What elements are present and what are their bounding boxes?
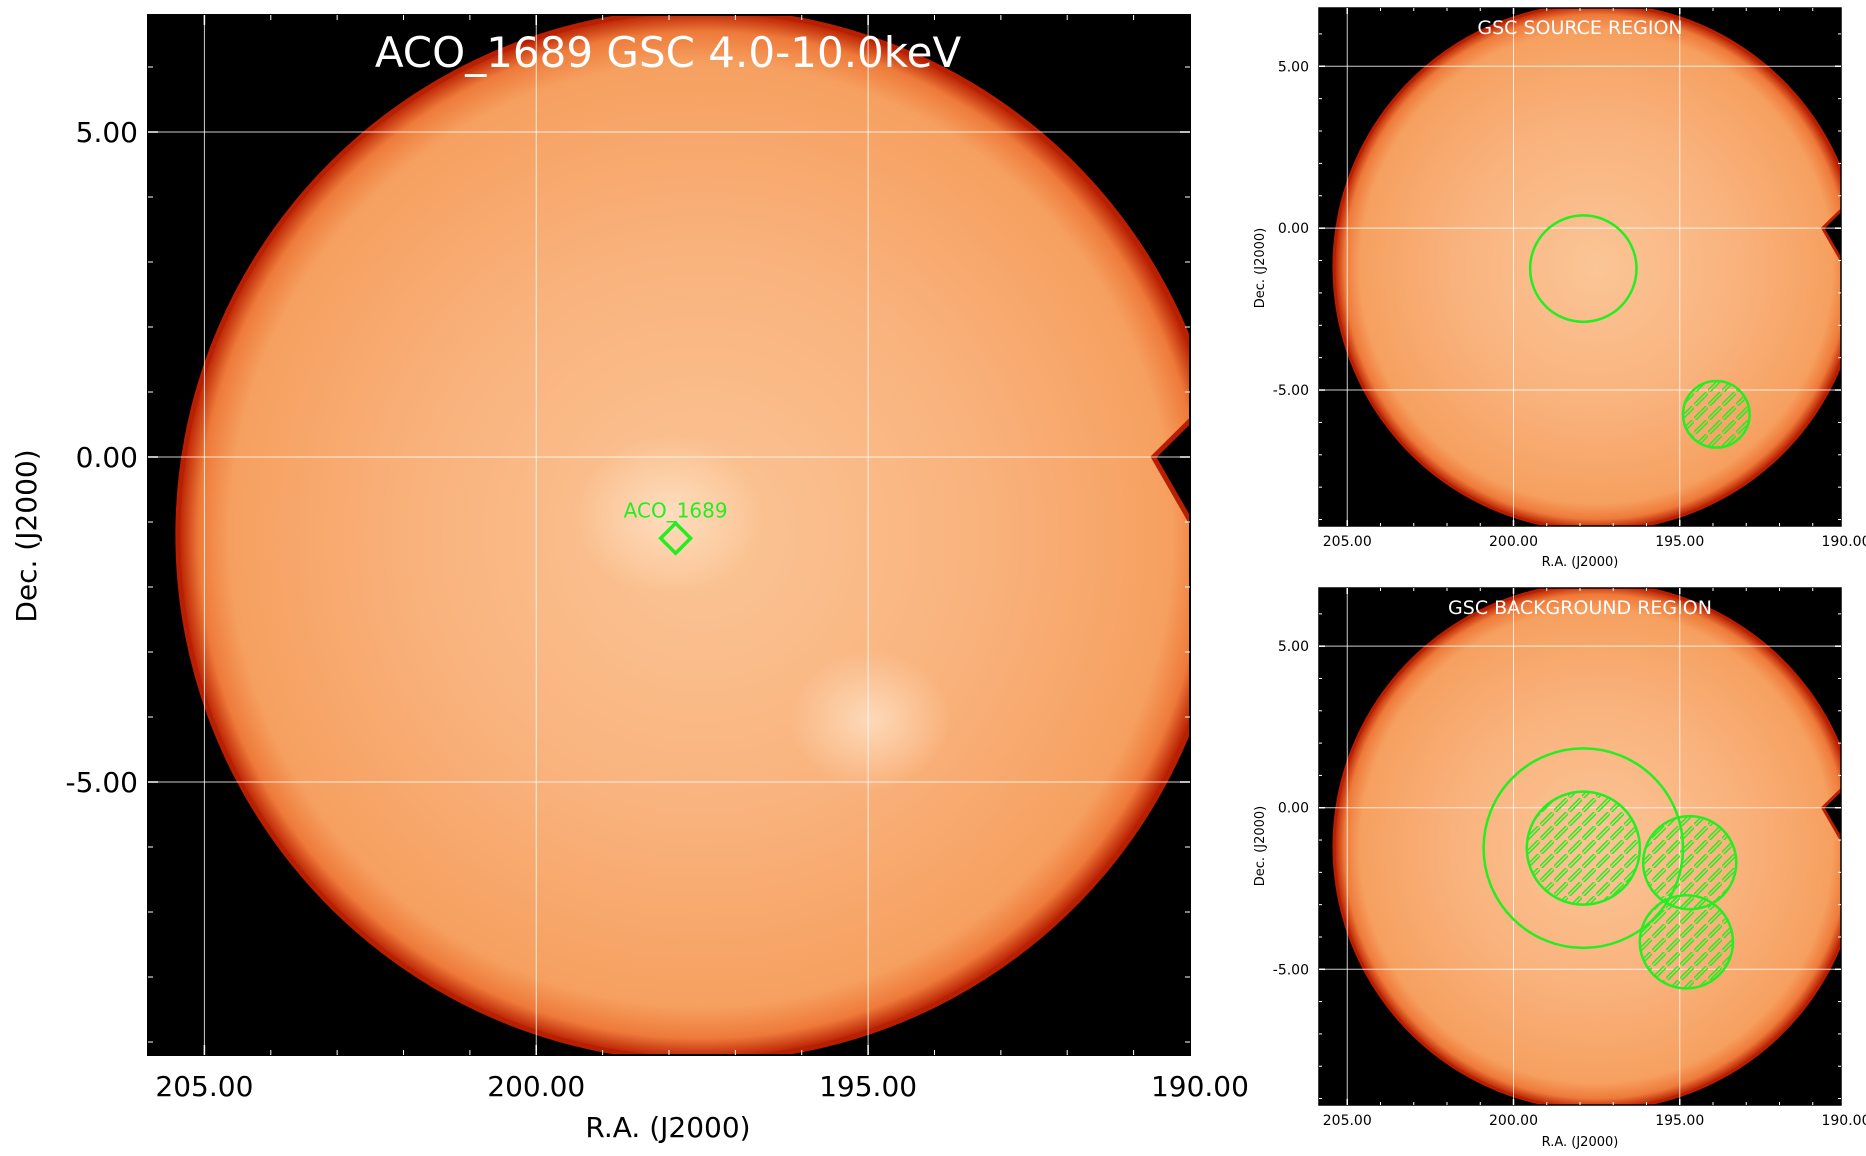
main-grid [148,15,1190,1055]
source-region-panel: GSC SOURCE REGION 205.00 200.00 195.00 1… [1253,7,1866,570]
source-x-axis-label: R.A. (J2000) [1542,555,1619,570]
background-ticks [1319,588,1847,1105]
source-grid [1319,8,1841,526]
source-image [1319,8,1841,526]
source-fov-disc [1332,8,1841,526]
background-xtick-label: 195.00 [1655,1113,1704,1129]
main-xtick-label: 195.00 [819,1070,917,1103]
main-y-axis-label: Dec. (J2000) [10,449,43,622]
background-regions [1482,747,1738,990]
source-x-tick-labels: 205.00 200.00 195.00 190.00 [1323,534,1866,550]
main-x-axis-label: R.A. (J2000) [585,1111,750,1144]
main-ytick-label: 5.00 [76,116,138,149]
main-y-tick-labels: 5.00 0.00 -5.00 [66,116,138,799]
background-y-tick-labels: 5.00 0.00 -5.00 [1273,639,1309,978]
exclude-region-circle [1525,790,1642,906]
main-cluster-glow [573,435,763,595]
main-secondary-glow [790,650,950,790]
background-x-axis-label: R.A. (J2000) [1542,1135,1619,1150]
main-xtick-label: 200.00 [487,1070,585,1103]
background-xtick-label: 190.00 [1821,1113,1866,1129]
source-regions [1528,214,1751,449]
background-x-tick-labels: 205.00 200.00 195.00 190.00 [1323,1113,1866,1129]
main-panel: ACO_1689 GSC 4.0-10.0keV ACO_1689 205.00… [10,14,1249,1144]
main-xtick-label: 190.00 [1151,1070,1249,1103]
diamond-marker-icon [658,520,694,556]
background-region-panel: GSC BACKGROUND REGION 205.00 200.00 195.… [1253,587,1866,1150]
source-title: GSC SOURCE REGION [1477,17,1682,39]
source-xtick-label: 205.00 [1323,534,1372,550]
background-ytick-label: 0.00 [1278,801,1309,817]
source-y-tick-labels: 5.00 0.00 -5.00 [1273,59,1309,399]
source-ytick-label: -5.00 [1273,383,1309,399]
main-image [148,15,1190,1055]
main-ticks [148,15,1201,1055]
source-y-axis-label: Dec. (J2000) [1253,228,1268,308]
main-x-tick-labels: 205.00 200.00 195.00 190.00 [155,1070,1249,1103]
main-xtick-label: 205.00 [155,1070,253,1103]
main-ytick-label: -5.00 [66,766,138,799]
background-xtick-label: 200.00 [1489,1113,1538,1129]
background-title: GSC BACKGROUND REGION [1448,597,1712,619]
source-ticks [1319,8,1847,526]
source-xtick-label: 190.00 [1821,534,1866,550]
source-xtick-label: 195.00 [1655,534,1704,550]
source-marker-aco1689[interactable]: ACO_1689 [624,498,728,556]
include-region-circle [1528,214,1638,324]
background-image [1319,588,1841,1105]
exclusion-region-hatch [1639,895,1733,989]
exclude-region-circle [1638,894,1735,990]
source-ytick-label: 5.00 [1278,59,1309,75]
main-title: ACO_1689 GSC 4.0-10.0keV [375,28,962,77]
source-marker-label: ACO_1689 [624,498,728,522]
background-xtick-label: 205.00 [1323,1113,1372,1129]
exclusion-region-hatch [1526,791,1640,905]
background-ytick-label: -5.00 [1273,962,1309,978]
source-xtick-label: 200.00 [1489,534,1538,550]
background-y-axis-label: Dec. (J2000) [1253,806,1268,886]
exclusion-region-hatch [1643,816,1737,910]
exclusion-region-hatch [1683,381,1750,448]
source-ytick-label: 0.00 [1278,221,1309,237]
exclude-region-circle [1681,379,1751,449]
background-ytick-label: 5.00 [1278,639,1309,655]
main-ytick-label: 0.00 [76,441,138,474]
